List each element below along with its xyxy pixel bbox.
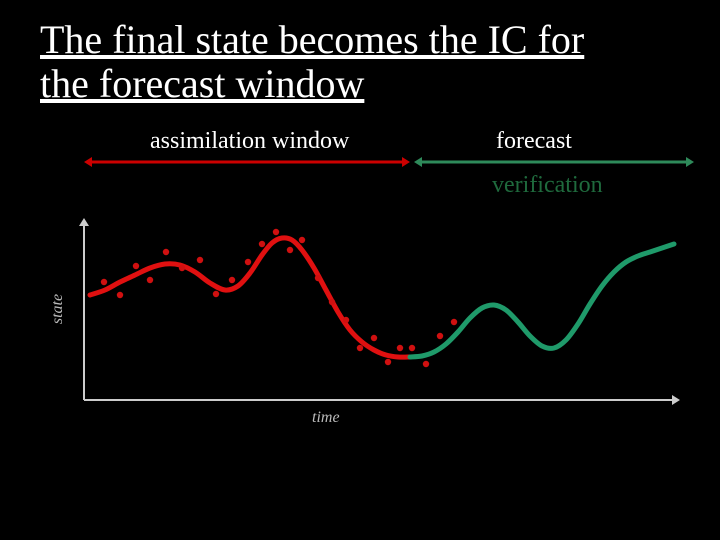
obs-dot bbox=[451, 319, 457, 325]
obs-dot bbox=[409, 345, 415, 351]
obs-dot bbox=[385, 359, 391, 365]
obs-dots-group bbox=[101, 229, 457, 367]
obs-dot bbox=[371, 335, 377, 341]
obs-dot bbox=[197, 257, 203, 263]
obs-dot bbox=[213, 291, 219, 297]
curves-group bbox=[90, 238, 674, 357]
obs-dot bbox=[147, 277, 153, 283]
assimilation-curve bbox=[90, 238, 410, 357]
obs-dot bbox=[229, 277, 235, 283]
obs-dot bbox=[101, 279, 107, 285]
y-axis-label: state bbox=[49, 294, 66, 324]
obs-dot bbox=[315, 275, 321, 281]
obs-dot bbox=[133, 263, 139, 269]
obs-dot bbox=[163, 249, 169, 255]
obs-dot bbox=[259, 241, 265, 247]
obs-dot bbox=[423, 361, 429, 367]
axes-group bbox=[79, 218, 680, 405]
forecast-curve bbox=[410, 244, 674, 357]
slide: The final state becomes the IC for the f… bbox=[0, 0, 720, 540]
obs-dot bbox=[299, 237, 305, 243]
obs-dot bbox=[397, 345, 403, 351]
obs-dot bbox=[273, 229, 279, 235]
obs-dot bbox=[117, 292, 123, 298]
obs-dot bbox=[329, 299, 335, 305]
obs-dot bbox=[179, 265, 185, 271]
diagram-svg: time state bbox=[0, 0, 720, 540]
window-bars-group bbox=[84, 157, 694, 167]
obs-dot bbox=[437, 333, 443, 339]
obs-dot bbox=[287, 247, 293, 253]
x-axis-label: time bbox=[312, 409, 340, 426]
obs-dot bbox=[245, 259, 251, 265]
obs-dot bbox=[343, 317, 349, 323]
obs-dot bbox=[357, 345, 363, 351]
